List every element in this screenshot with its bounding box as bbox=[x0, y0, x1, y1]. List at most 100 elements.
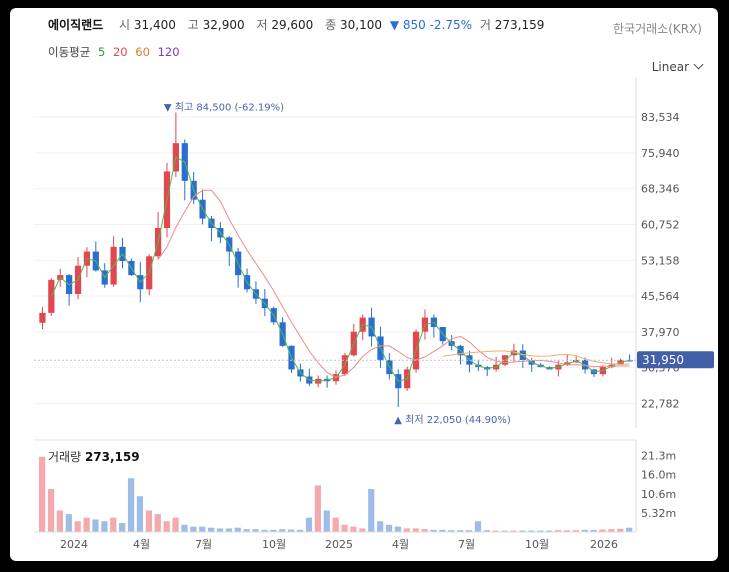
volume-bar bbox=[261, 529, 268, 532]
volume-bar bbox=[572, 530, 579, 532]
time-tick-label: 2025 bbox=[325, 538, 353, 551]
volume-bar bbox=[581, 529, 588, 532]
volume-bar bbox=[154, 514, 161, 532]
volume-bar bbox=[119, 523, 126, 532]
volume-bar bbox=[65, 514, 72, 532]
time-tick-label: 4월 bbox=[392, 538, 409, 551]
volume-bar bbox=[305, 517, 313, 532]
volume-bar bbox=[190, 526, 197, 532]
low-label: 저 bbox=[256, 18, 268, 32]
volume-bar bbox=[350, 526, 357, 532]
volume-bar bbox=[394, 526, 402, 532]
volume-legend-label: 거래량 bbox=[48, 450, 82, 464]
volume-bar bbox=[546, 530, 553, 532]
volume-bar bbox=[368, 489, 375, 532]
volume-bar bbox=[483, 530, 491, 532]
volume-bar bbox=[92, 519, 99, 532]
volume-value: 273,159 bbox=[494, 18, 545, 32]
volume-bar bbox=[83, 517, 90, 532]
volume-bar bbox=[590, 529, 597, 532]
volume-bar bbox=[127, 478, 135, 532]
ma5-line bbox=[50, 156, 630, 382]
high-value: 32,900 bbox=[202, 18, 245, 32]
volume-bar bbox=[608, 529, 615, 532]
price-tick-label: 83,534 bbox=[641, 111, 680, 124]
moving-average-legend: 이동평균 5 20 60 120 bbox=[48, 44, 184, 60]
ma-60[interactable]: 60 bbox=[135, 45, 150, 59]
volume-bar bbox=[421, 529, 428, 532]
current-price-label: 31,950 bbox=[642, 353, 684, 367]
volume-bar bbox=[279, 529, 286, 532]
price-tick-label: 60,752 bbox=[641, 218, 680, 231]
high-label: 고 bbox=[187, 18, 199, 32]
volume-bar bbox=[465, 530, 473, 532]
volume-bar bbox=[474, 521, 482, 532]
price-tick-label: 53,158 bbox=[641, 254, 680, 267]
close-label: 종 bbox=[325, 18, 337, 32]
volume-bar bbox=[403, 528, 410, 532]
open-value: 31,400 bbox=[133, 18, 176, 32]
ma-120[interactable]: 120 bbox=[157, 45, 180, 59]
volume-bar bbox=[172, 517, 179, 532]
volume-bar bbox=[341, 524, 348, 532]
stock-name: 에이직랜드 bbox=[48, 18, 104, 32]
time-tick-label: 7월 bbox=[458, 538, 475, 551]
volume-bar bbox=[617, 528, 624, 532]
volume-bar bbox=[359, 528, 366, 532]
volume-bar bbox=[296, 529, 304, 532]
ma-20[interactable]: 20 bbox=[112, 45, 128, 59]
price-tick-label: 37,970 bbox=[641, 326, 680, 339]
volume-bar bbox=[199, 526, 206, 532]
volume-bar bbox=[430, 529, 437, 532]
price-tick-label: 68,346 bbox=[641, 183, 680, 196]
volume-legend: 거래량 273,159 bbox=[48, 448, 140, 465]
scale-label: Linear bbox=[651, 60, 689, 74]
volume-bar bbox=[39, 456, 46, 532]
price-tick-label: 75,940 bbox=[641, 147, 680, 160]
volume-bar bbox=[554, 530, 562, 532]
time-tick-label: 10월 bbox=[525, 538, 549, 551]
volume-bar bbox=[457, 530, 464, 532]
volume-bar bbox=[243, 529, 250, 532]
volume-bar bbox=[314, 485, 321, 532]
price-tick-label: 22,782 bbox=[641, 397, 680, 410]
volume-bar bbox=[47, 489, 55, 532]
volume-bar bbox=[208, 527, 215, 532]
price-chart[interactable]: 83,534 75,940 68,346 60,752 53,158 45,564 37,9… bbox=[10, 8, 718, 561]
volume-bar bbox=[626, 527, 633, 532]
volume-tick-label: 10.6m bbox=[641, 488, 676, 501]
volume-legend-value: 273,159 bbox=[84, 450, 140, 464]
volume-bar bbox=[136, 496, 144, 532]
chart-window: 에이직랜드 시 31,400 고 32,900 저 29,600 종 30,10… bbox=[10, 8, 718, 561]
volume-bar bbox=[599, 529, 606, 532]
ma-label: 이동평균 bbox=[48, 45, 91, 59]
time-tick-label: 2026 bbox=[590, 538, 618, 551]
volume-bar bbox=[74, 521, 81, 532]
volume-label: 거 bbox=[479, 18, 491, 32]
volume-bar bbox=[288, 529, 295, 532]
volume-bar bbox=[492, 530, 499, 532]
time-tick-label: 10월 bbox=[262, 538, 286, 551]
volume-bar bbox=[252, 529, 259, 532]
time-tick-label: 2024 bbox=[60, 538, 88, 551]
volume-bar bbox=[385, 524, 393, 532]
volume-bar bbox=[216, 528, 224, 532]
candle-body bbox=[39, 312, 46, 323]
ma-5[interactable]: 5 bbox=[97, 45, 106, 59]
volume-bar bbox=[234, 527, 241, 532]
scale-dropdown[interactable]: Linear bbox=[651, 59, 704, 74]
volume-tick-label: 5.32m bbox=[641, 507, 676, 520]
volume-bar bbox=[181, 524, 188, 532]
price-tick-label: 45,564 bbox=[641, 290, 680, 303]
low-annotation: ▲ 최저 22,050 (44.90%) bbox=[394, 414, 511, 426]
volume-bar bbox=[377, 521, 384, 532]
volume-bar bbox=[323, 510, 330, 532]
volume-bar bbox=[110, 517, 117, 532]
open-label: 시 bbox=[119, 18, 131, 32]
volume-tick-label: 16.0m bbox=[641, 469, 676, 482]
current-price-tag bbox=[637, 351, 714, 369]
close-value: 30,100 bbox=[340, 18, 383, 32]
volume-bar bbox=[528, 530, 535, 532]
exchange-label: 한국거래소(KRX) bbox=[613, 22, 702, 36]
volume-bar bbox=[145, 510, 152, 532]
